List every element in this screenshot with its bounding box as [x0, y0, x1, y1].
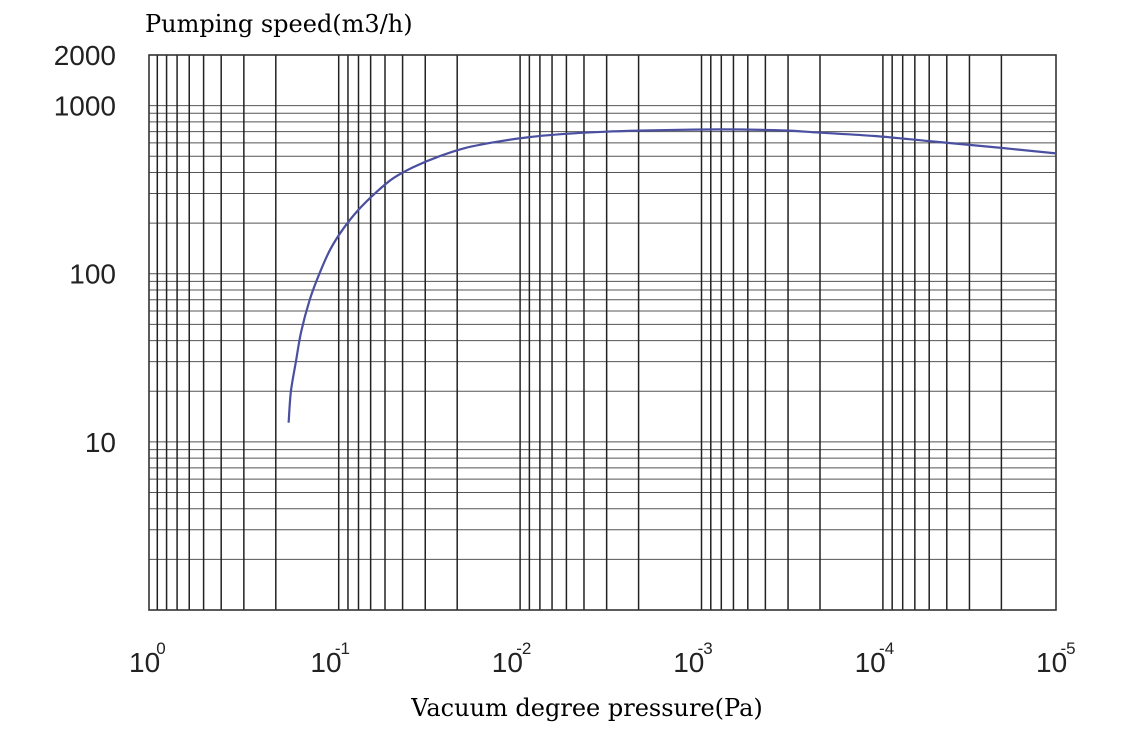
- y-tick-label: 100: [69, 259, 116, 290]
- x-tick-label: 10-3: [673, 639, 713, 678]
- x-tick-label: 100: [129, 639, 166, 678]
- x-tick-base: 10: [129, 647, 160, 678]
- x-tick-exponent: -1: [335, 639, 350, 658]
- series-layer: [287, 128, 1057, 423]
- y-tick-label: 10: [85, 427, 116, 458]
- plot-frame: [148, 54, 1057, 611]
- x-axis-title: Vacuum degree pressure(Pa): [410, 694, 763, 722]
- x-tick-base: 10: [1036, 647, 1067, 678]
- vertical-gridlines: [156, 55, 1003, 610]
- x-tick-base: 10: [492, 647, 523, 678]
- x-tick-labels: 100 10-1 10-2 10-3 10-4 10-5: [129, 639, 1076, 678]
- x-tick-base: 10: [310, 647, 341, 678]
- x-tick-base: 10: [673, 647, 704, 678]
- x-tick-label: 10-2: [492, 639, 532, 678]
- x-tick-label: 10-5: [1036, 639, 1076, 678]
- horizontal-gridlines: [149, 105, 1056, 560]
- y-tick-label: 2000: [54, 40, 116, 71]
- x-tick-label: 10-1: [310, 639, 350, 678]
- x-tick-exponent: -5: [1060, 639, 1075, 658]
- x-tick-exponent: -4: [879, 639, 894, 658]
- x-tick-exponent: -2: [516, 639, 531, 658]
- x-tick-exponent: -3: [698, 639, 713, 658]
- y-axis-title: Pumping speed(m3/h): [145, 10, 413, 38]
- y-tick-labels: 2000 1000 100 10: [54, 40, 116, 458]
- x-tick-label: 10-4: [855, 639, 895, 678]
- y-tick-label: 1000: [54, 91, 116, 122]
- pumping-speed-line: [287, 128, 1057, 423]
- x-tick-exponent: 0: [156, 639, 165, 658]
- x-tick-base: 10: [855, 647, 886, 678]
